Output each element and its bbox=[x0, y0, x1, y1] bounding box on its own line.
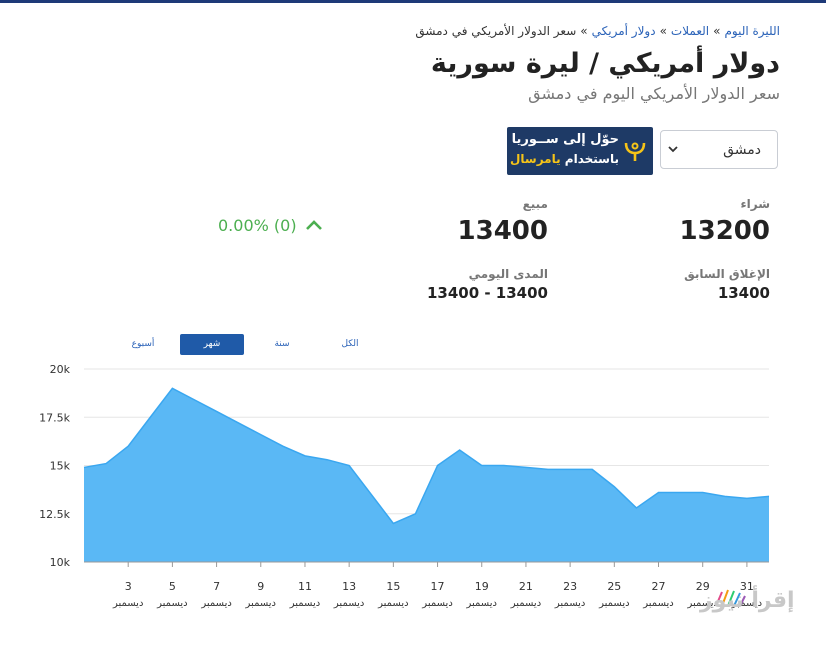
yamarsal-logo-icon bbox=[624, 142, 646, 161]
ad-line-1: حوّل إلى ســوريا bbox=[511, 132, 619, 147]
city-select-value: دمشق bbox=[723, 142, 761, 158]
ad-brand-name: يامرسال bbox=[509, 152, 561, 166]
tab-month[interactable]: شهر bbox=[180, 334, 244, 355]
x-tick-month-label: ديسمبر bbox=[642, 598, 673, 609]
breadcrumb-separator: » bbox=[659, 24, 667, 38]
tab-year[interactable]: سنة bbox=[274, 339, 290, 349]
chevron-up-icon bbox=[306, 220, 322, 230]
x-tick-label: 19 bbox=[475, 580, 489, 593]
breadcrumb-usd[interactable]: دولار أمريكي bbox=[591, 24, 656, 38]
tab-all[interactable]: الكل bbox=[341, 339, 359, 349]
breadcrumb-separator: » bbox=[580, 24, 588, 38]
x-tick-month-label: ديسمبر bbox=[289, 598, 320, 609]
sell-label: مبيع bbox=[522, 197, 548, 211]
price-area bbox=[84, 388, 769, 562]
y-tick-label: 15k bbox=[50, 460, 71, 473]
x-tick-month-label: ديسمبر bbox=[554, 598, 585, 609]
x-tick-label: 21 bbox=[519, 580, 533, 593]
x-tick-month-label: ديسمبر bbox=[465, 598, 496, 609]
y-tick-label: 17.5k bbox=[39, 411, 70, 424]
x-tick-label: 9 bbox=[257, 580, 264, 593]
prev-close-label: الإغلاق السابق bbox=[684, 267, 770, 281]
breadcrumb-current: سعر الدولار الأمريكي في دمشق bbox=[415, 24, 577, 38]
ad-line-2-prefix: باستخدام bbox=[564, 152, 619, 166]
x-tick-label: 7 bbox=[213, 580, 220, 593]
buy-value: 13200 bbox=[679, 216, 770, 246]
x-tick-month-label: ديسمبر bbox=[731, 598, 762, 609]
price-line bbox=[83, 387, 770, 525]
daily-range-value: 13400 - 13400 bbox=[426, 284, 548, 302]
breadcrumb-separator: » bbox=[713, 24, 721, 38]
x-tick-month-label: ديسمبر bbox=[156, 598, 187, 609]
top-accent-line bbox=[0, 0, 826, 3]
x-tick-label: 5 bbox=[169, 580, 176, 593]
breadcrumb-home[interactable]: الليرة اليوم bbox=[724, 24, 780, 38]
x-tick-label: 27 bbox=[652, 580, 666, 593]
x-tick-month-label: ديسمبر bbox=[333, 598, 364, 609]
breadcrumb: الليرة اليوم»العملات»دولار أمريكي»سعر ال… bbox=[415, 24, 780, 38]
x-tick-label: 17 bbox=[431, 580, 445, 593]
breadcrumb-currencies[interactable]: العملات bbox=[670, 24, 710, 38]
x-tick-label: 3 bbox=[125, 580, 132, 593]
daily-range-label: المدى اليومي bbox=[468, 267, 548, 281]
page-title: دولار أمريكي / ليرة سورية bbox=[430, 48, 780, 79]
sell-value: 13400 bbox=[457, 216, 548, 246]
x-tick-label: 25 bbox=[607, 580, 621, 593]
page-subtitle: سعر الدولار الأمريكي اليوم في دمشق bbox=[528, 84, 780, 103]
x-tick-month-label: ديسمبر bbox=[245, 598, 276, 609]
x-tick-month-label: ديسمبر bbox=[200, 598, 231, 609]
x-tick-month-label: ديسمبر bbox=[112, 598, 143, 609]
x-tick-month-label: ديسمبر bbox=[686, 598, 717, 609]
city-select[interactable]: دمشق bbox=[660, 130, 778, 169]
x-tick-month-label: ديسمبر bbox=[598, 598, 629, 609]
watermark-logo-icon bbox=[715, 589, 746, 607]
x-tick-month-label: ديسمبر bbox=[421, 598, 452, 609]
buy-label: شراء bbox=[740, 197, 770, 211]
tab-week[interactable]: أسبوع bbox=[131, 339, 155, 349]
x-tick-label: 13 bbox=[342, 580, 356, 593]
x-tick-label: 31 bbox=[740, 580, 754, 593]
y-tick-label: 10k bbox=[50, 556, 71, 569]
x-tick-label: 29 bbox=[696, 580, 710, 593]
x-tick-label: 23 bbox=[563, 580, 577, 593]
y-tick-label: 12.5k bbox=[39, 508, 70, 521]
ad-line-2: باستخدام يامرسال bbox=[510, 152, 619, 166]
prev-close-value: 13400 bbox=[717, 284, 770, 302]
y-tick-label: 20k bbox=[50, 363, 71, 376]
x-tick-month-label: ديسمبر bbox=[510, 598, 541, 609]
price-change: 0.00% (0) bbox=[218, 216, 297, 235]
x-tick-month-label: ديسمبر bbox=[377, 598, 408, 609]
x-tick-label: 11 bbox=[298, 580, 312, 593]
watermark: إقرأ نيوز bbox=[700, 588, 795, 613]
chevron-down-icon bbox=[668, 146, 678, 153]
x-tick-label: 15 bbox=[386, 580, 400, 593]
ad-banner[interactable]: حوّل إلى ســوريا باستخدام يامرسال bbox=[507, 127, 653, 175]
